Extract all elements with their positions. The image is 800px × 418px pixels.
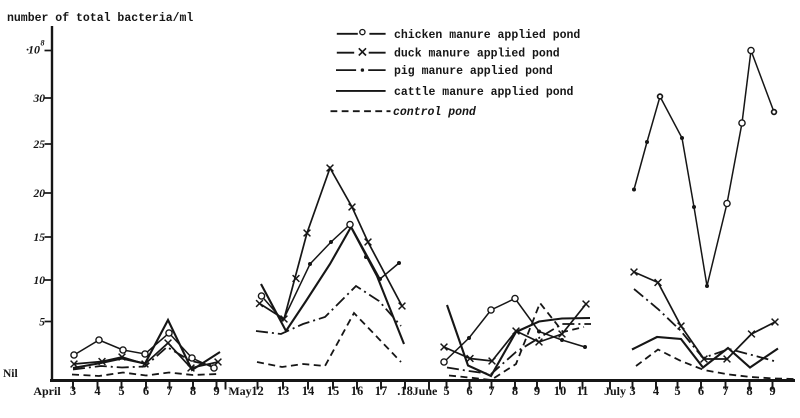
svg-text:8: 8 (512, 384, 518, 398)
svg-text:7: 7 (722, 384, 728, 398)
svg-text:12: 12 (251, 384, 264, 398)
svg-text:5: 5 (118, 384, 124, 398)
svg-text:·: · (26, 43, 29, 57)
svg-text:6: 6 (466, 384, 472, 398)
svg-text:16: 16 (351, 384, 364, 398)
svg-text:17: 17 (375, 384, 388, 398)
svg-text:5: 5 (443, 384, 449, 398)
svg-text:15: 15 (34, 232, 46, 244)
svg-text:May: May (228, 384, 251, 398)
svg-text:20: 20 (33, 188, 46, 200)
svg-text:8: 8 (746, 384, 752, 398)
svg-text:duck manure applied pond: duck manure applied pond (394, 48, 560, 61)
svg-text:9: 9 (213, 384, 219, 398)
svg-text:April: April (33, 384, 61, 398)
svg-text:pig manure applied pond: pig manure applied pond (394, 65, 553, 78)
svg-text:8: 8 (190, 384, 196, 398)
svg-text:7: 7 (166, 384, 172, 398)
svg-text:3: 3 (629, 384, 635, 398)
svg-text:13: 13 (277, 384, 290, 398)
svg-text:7: 7 (488, 384, 494, 398)
svg-text:9: 9 (769, 384, 775, 398)
svg-text:10: 10 (34, 275, 46, 287)
svg-text:chicken manure applied pond: chicken manure applied pond (394, 29, 580, 42)
svg-text:number of total bacteria/ml: number of total bacteria/ml (7, 12, 193, 25)
svg-text:cattle manure applied pond: cattle manure applied pond (394, 86, 574, 99)
svg-text:5: 5 (674, 384, 680, 398)
svg-text:15: 15 (327, 384, 340, 398)
svg-text:4: 4 (653, 384, 660, 398)
svg-text:9: 9 (534, 384, 540, 398)
svg-text:5: 5 (39, 317, 45, 329)
svg-text:8: 8 (41, 39, 45, 48)
svg-text:11: 11 (577, 384, 589, 398)
svg-text:4: 4 (94, 384, 101, 398)
svg-text:10: 10 (28, 43, 40, 57)
svg-text:June: June (413, 384, 438, 398)
svg-text:control pond: control pond (393, 106, 477, 119)
svg-text:14: 14 (302, 384, 315, 398)
svg-text:Nil: Nil (3, 368, 18, 380)
svg-text:6: 6 (143, 384, 149, 398)
svg-text:July: July (604, 384, 626, 398)
svg-text:30: 30 (33, 93, 46, 105)
svg-text:3: 3 (70, 384, 76, 398)
svg-text:6: 6 (698, 384, 704, 398)
svg-text:10: 10 (554, 384, 567, 398)
svg-text:.18: .18 (397, 384, 413, 398)
svg-text:25: 25 (33, 139, 46, 151)
